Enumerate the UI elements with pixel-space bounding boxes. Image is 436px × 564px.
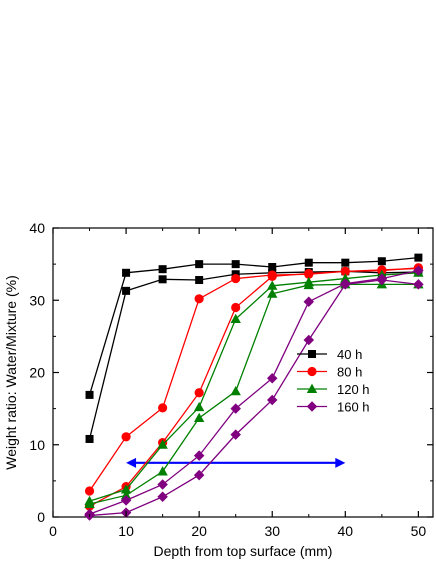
data-point: [340, 279, 351, 290]
annotations: [126, 457, 346, 468]
legend-label: 160 h: [337, 400, 370, 415]
data-point: [194, 294, 204, 304]
series-layer: [84, 253, 424, 521]
tick-labels: 0 10 20 30 40 50 0 10 20 30 40: [29, 220, 426, 539]
data-point: [231, 302, 241, 313]
x-axis-title: Depth from top surface (mm): [154, 543, 333, 559]
series-line: [89, 267, 419, 507]
data-point: [230, 429, 241, 440]
data-point: [195, 276, 204, 285]
data-point: [193, 469, 205, 481]
x-tick-label: 10: [118, 523, 134, 539]
double-arrow-head-left: [126, 457, 137, 468]
data-point: [231, 260, 240, 269]
data-point: [376, 274, 388, 286]
data-point: [194, 388, 204, 398]
legend-label: 40 h: [337, 347, 362, 362]
legend-marker: [307, 366, 317, 377]
data-point: [121, 432, 131, 442]
legend-item: 40 h: [297, 347, 362, 362]
data-point: [266, 373, 278, 384]
data-point: [157, 439, 168, 449]
data-point: [193, 412, 205, 423]
data-point: [158, 265, 167, 274]
data-point: [304, 258, 313, 267]
series-120h: [84, 267, 424, 508]
y-tick-label: 30: [29, 292, 45, 308]
x-tick-label: 0: [49, 523, 57, 539]
legend: 40 h 80 h 120 h 160 h: [297, 347, 370, 415]
data-point: [341, 258, 350, 267]
y-tick-label: 10: [29, 437, 45, 453]
double-arrow-head-right: [335, 457, 346, 468]
legend-marker: [306, 401, 318, 412]
series-line: [89, 269, 419, 515]
legend-item: 160 h: [297, 400, 370, 415]
y-axis-title: Weight ratio: Water/Mixture (%): [3, 275, 19, 470]
legend-item: 80 h: [297, 365, 362, 380]
data-point: [303, 296, 315, 307]
data-point: [304, 268, 314, 279]
y-tick-label: 20: [29, 365, 45, 381]
data-point: [122, 286, 131, 295]
data-point: [195, 260, 204, 269]
series-80h: [84, 263, 423, 511]
series-160h: [84, 265, 424, 521]
data-point: [157, 479, 168, 490]
legend-item: 120 h: [297, 382, 370, 397]
series-line: [88, 270, 419, 440]
data-point: [157, 491, 168, 503]
data-point: [158, 403, 168, 413]
data-point: [157, 466, 168, 476]
data-point: [85, 434, 94, 443]
legend-marker: [306, 383, 318, 394]
data-point: [231, 273, 241, 284]
x-tick-label: 30: [264, 523, 280, 539]
data-point: [122, 268, 131, 277]
x-tick-label: 50: [411, 523, 427, 539]
series-line: [89, 279, 419, 517]
data-point: [85, 390, 94, 399]
data-point: [414, 253, 423, 262]
y-tick-label: 0: [37, 509, 45, 525]
x-tick-label: 20: [191, 523, 207, 539]
data-point: [303, 279, 314, 290]
series-40h: [85, 253, 423, 443]
x-tick-label: 40: [338, 523, 354, 539]
data-point: [230, 403, 241, 414]
data-point: [120, 495, 132, 506]
series-line: [89, 272, 419, 502]
data-point: [84, 498, 95, 508]
data-point: [193, 450, 205, 461]
series-line: [89, 283, 419, 505]
ticks: [52, 227, 433, 518]
data-point: [413, 265, 424, 276]
data-point: [84, 486, 95, 496]
data-point: [303, 334, 315, 346]
data-point: [230, 313, 241, 324]
legend-label: 120 h: [337, 382, 370, 397]
data-point: [193, 401, 205, 412]
data-point: [230, 385, 241, 396]
series-line: [88, 256, 419, 396]
y-tick-label: 40: [29, 220, 45, 236]
data-point: [267, 288, 278, 298]
data-point: [158, 275, 167, 284]
data-point: [377, 257, 386, 266]
data-point: [267, 271, 277, 282]
data-point: [413, 279, 424, 290]
legend-marker: [307, 349, 316, 358]
legend-label: 80 h: [337, 365, 362, 380]
data-point: [266, 394, 278, 406]
